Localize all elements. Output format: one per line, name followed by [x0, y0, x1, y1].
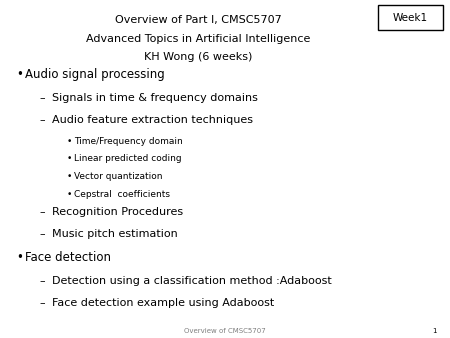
Text: Cepstral  coefficients: Cepstral coefficients	[74, 190, 170, 199]
Text: KH Wong (6 weeks): KH Wong (6 weeks)	[144, 52, 252, 63]
Text: •: •	[16, 68, 22, 80]
Text: –: –	[40, 276, 45, 287]
Text: –: –	[40, 93, 45, 103]
Text: •: •	[67, 137, 72, 146]
Text: –: –	[40, 298, 45, 309]
Text: 1: 1	[432, 328, 436, 334]
Text: Week1: Week1	[393, 13, 428, 23]
Text: Detection using a classification method :Adaboost: Detection using a classification method …	[52, 276, 332, 287]
Text: Music pitch estimation: Music pitch estimation	[52, 229, 177, 239]
Text: •: •	[67, 190, 72, 199]
Text: –: –	[40, 229, 45, 239]
Text: Vector quantization: Vector quantization	[74, 172, 163, 181]
Text: Linear predicted coding: Linear predicted coding	[74, 154, 182, 164]
Text: Signals in time & frequency domains: Signals in time & frequency domains	[52, 93, 257, 103]
Text: Overview of Part I, CMSC5707: Overview of Part I, CMSC5707	[115, 15, 281, 25]
Text: Recognition Procedures: Recognition Procedures	[52, 207, 183, 217]
FancyBboxPatch shape	[378, 5, 443, 30]
Text: •: •	[67, 154, 72, 164]
Text: Face detection: Face detection	[25, 251, 111, 264]
Text: –: –	[40, 115, 45, 125]
Text: Audio feature extraction techniques: Audio feature extraction techniques	[52, 115, 253, 125]
Text: Audio signal processing: Audio signal processing	[25, 68, 165, 80]
Text: •: •	[67, 172, 72, 181]
Text: •: •	[16, 251, 22, 264]
Text: –: –	[40, 207, 45, 217]
Text: Time/Frequency domain: Time/Frequency domain	[74, 137, 183, 146]
Text: Face detection example using Adaboost: Face detection example using Adaboost	[52, 298, 274, 309]
Text: Overview of CMSC5707: Overview of CMSC5707	[184, 328, 266, 334]
Text: Advanced Topics in Artificial Intelligence: Advanced Topics in Artificial Intelligen…	[86, 34, 310, 44]
